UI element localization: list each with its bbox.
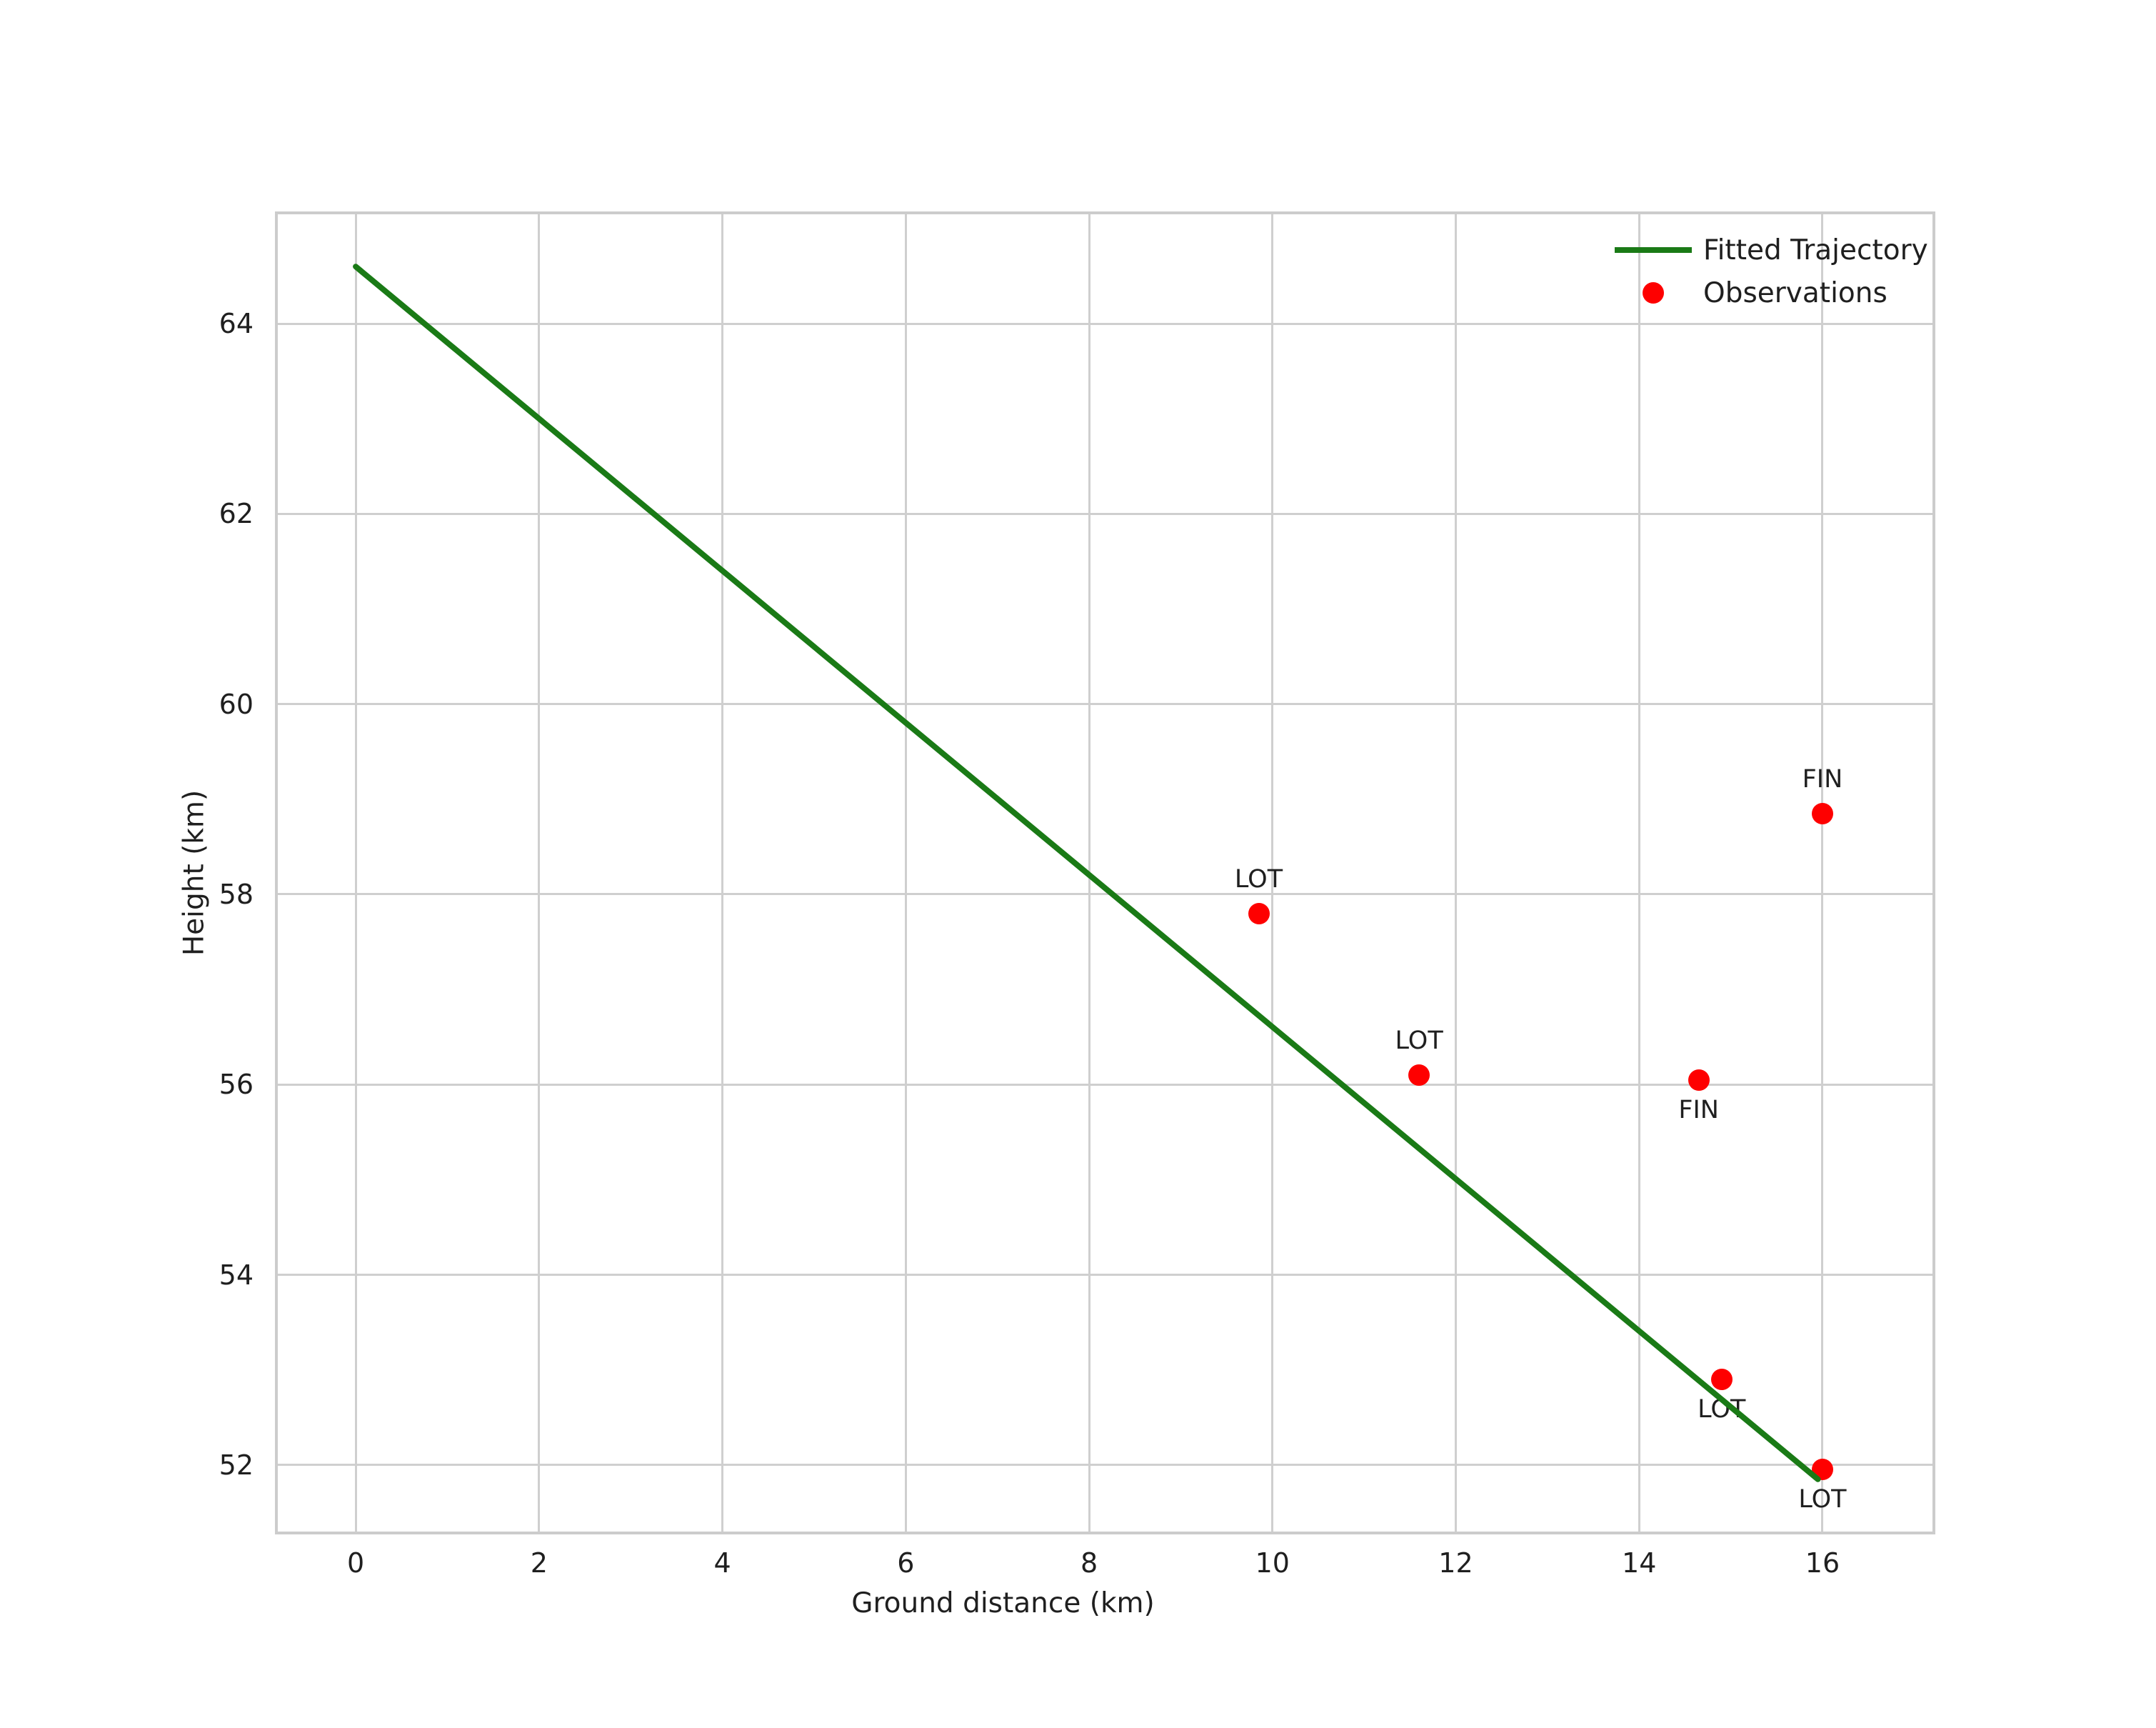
x-tick-label: 6 xyxy=(897,1547,915,1579)
observation-point xyxy=(1248,902,1270,924)
fitted-trajectory-line xyxy=(353,264,1821,1482)
observation-point xyxy=(1688,1069,1710,1091)
gridline-horizontal xyxy=(278,1083,1932,1086)
gridline-horizontal xyxy=(278,1464,1932,1467)
y-tick-label: 58 xyxy=(219,878,254,910)
plot-area: LOT LOT FIN FIN LOT LOT xyxy=(275,211,1935,1534)
legend-dot-swatch-icon xyxy=(1643,282,1664,304)
observation-label: FIN xyxy=(1678,1095,1719,1124)
observation-label: FIN xyxy=(1802,764,1843,794)
observation-label: LOT xyxy=(1798,1485,1847,1514)
gridline-horizontal xyxy=(278,512,1932,515)
x-tick-label: 12 xyxy=(1438,1547,1473,1579)
observation-point xyxy=(1811,802,1833,824)
x-tick-label: 8 xyxy=(1080,1547,1098,1579)
gridline-vertical xyxy=(1454,214,1457,1532)
gridline-vertical xyxy=(1821,214,1824,1532)
y-tick-label: 60 xyxy=(219,688,254,720)
x-tick-label: 14 xyxy=(1622,1547,1657,1579)
observation-label: LOT xyxy=(1395,1026,1443,1055)
x-tick-label: 10 xyxy=(1255,1547,1290,1579)
legend-key-line xyxy=(1603,247,1703,253)
gridline-horizontal xyxy=(278,893,1932,896)
gridline-vertical xyxy=(1638,214,1640,1532)
y-tick-label: 62 xyxy=(219,498,254,530)
x-tick-label: 2 xyxy=(530,1547,548,1579)
y-tick-label: 52 xyxy=(219,1449,254,1481)
legend-entry[interactable]: Observations xyxy=(1603,271,1932,314)
x-axis-title: Ground distance (km) xyxy=(0,1587,2156,1619)
gridline-horizontal xyxy=(278,1274,1932,1277)
legend-label: Observations xyxy=(1703,276,1887,309)
y-tick-label: 56 xyxy=(219,1069,254,1101)
gridline-horizontal xyxy=(278,703,1932,706)
plot-inner: LOT LOT FIN FIN LOT LOT xyxy=(278,214,1932,1532)
gridline-vertical xyxy=(354,214,357,1532)
x-axis-title-text: Ground distance (km) xyxy=(851,1587,1155,1619)
gridline-horizontal xyxy=(278,322,1932,325)
legend-label: Fitted Trajectory xyxy=(1703,234,1928,266)
chart-legend: Fitted Trajectory Observations xyxy=(1603,229,1932,314)
x-tick-label: 0 xyxy=(347,1547,365,1579)
observation-point xyxy=(1408,1064,1430,1086)
gridline-vertical xyxy=(1271,214,1274,1532)
observation-point xyxy=(1710,1368,1733,1390)
gridline-vertical xyxy=(904,214,907,1532)
y-axis-title: Height (km) xyxy=(178,789,211,957)
y-tick-label: 64 xyxy=(219,308,254,340)
x-tick-label: 16 xyxy=(1805,1547,1840,1579)
x-tick-label: 4 xyxy=(713,1547,731,1579)
y-tick-label: 54 xyxy=(219,1259,254,1291)
trajectory-polyline xyxy=(353,264,1821,1482)
legend-key-marker xyxy=(1603,282,1703,304)
observation-label: LOT xyxy=(1234,864,1283,894)
gridline-vertical xyxy=(538,214,541,1532)
legend-line-swatch-icon xyxy=(1615,247,1692,253)
legend-entry[interactable]: Fitted Trajectory xyxy=(1603,229,1932,271)
gridline-vertical xyxy=(721,214,724,1532)
